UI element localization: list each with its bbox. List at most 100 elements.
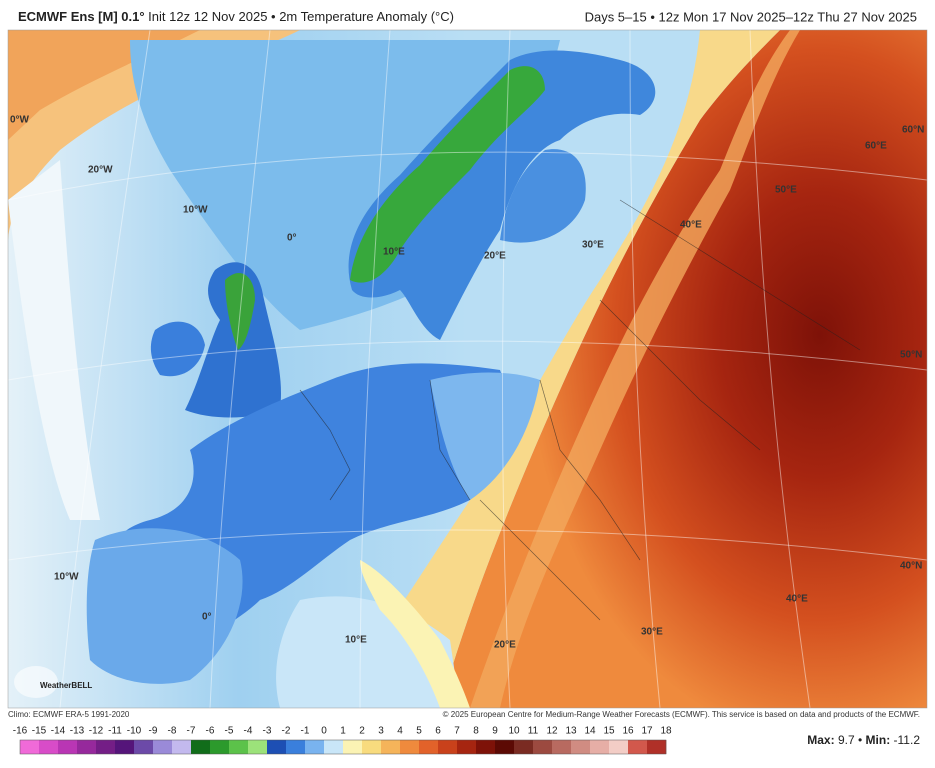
max-label: Max: xyxy=(807,733,834,747)
color-swatch xyxy=(495,740,515,754)
colorbar: -16 -15 -14 -13 -12 -11 -10 -9 -8 -7 -6 -5 -4 -3 -2 -1 0… xyxy=(13,726,672,755)
colorbar-tick-label: 18 xyxy=(660,726,672,737)
colorbar-tick-label: 13 xyxy=(565,726,577,737)
map-label: 30°E xyxy=(641,627,663,638)
color-swatch xyxy=(552,740,572,754)
colorbar-tick-label: 7 xyxy=(454,726,460,737)
min-label: Min: xyxy=(866,733,891,747)
colorbar-tick-label: 2 xyxy=(359,726,365,737)
colorbar-tick-label: 3 xyxy=(378,726,384,737)
color-swatch xyxy=(438,740,458,754)
transition-band xyxy=(330,30,780,708)
colorbar-tick-label: -10 xyxy=(127,726,142,737)
colorbar-tick-label: 1 xyxy=(340,726,346,737)
colorbar-tick-label: -14 xyxy=(51,726,66,737)
colorbar-tick-label: 11 xyxy=(528,726,539,737)
copyright: © 2025 European Centre for Medium-Range … xyxy=(443,710,920,719)
norway-mountains xyxy=(350,66,545,283)
model: ECMWF Ens [M] 0.1° xyxy=(18,9,145,24)
colorbar-tick-label: 0 xyxy=(321,726,327,737)
min-value: -11.2 xyxy=(894,733,921,747)
color-swatch xyxy=(115,740,135,754)
colorbar-tick-label: -3 xyxy=(263,726,272,737)
map: 0°W 20°W 10°W 0° 10°E 20°E 30°E 40°E 50°… xyxy=(8,30,927,708)
colorbar-tick-label: 4 xyxy=(397,726,403,737)
climo: Climo: ECMWF ERA-5 1991-2020 xyxy=(8,710,130,719)
map-label: 10°W xyxy=(183,205,208,216)
colorbar-tick-label: 10 xyxy=(508,726,520,737)
color-swatch xyxy=(343,740,363,754)
stats: Max: 9.7 • Min: -11.2 xyxy=(807,733,920,747)
colorbar-tick-label: 9 xyxy=(492,726,498,737)
colorbar-tick-label: 15 xyxy=(603,726,615,737)
colorbar-tick-label: -5 xyxy=(225,726,234,737)
map-label: 0°W xyxy=(10,115,30,126)
colorbar-tick-label: -16 xyxy=(13,726,28,737)
color-swatch xyxy=(153,740,173,754)
color-swatch xyxy=(191,740,211,754)
colorbar-tick-label: -4 xyxy=(244,726,253,737)
color-swatch xyxy=(628,740,648,754)
colorbar-tick-label: 5 xyxy=(416,726,422,737)
color-swatch xyxy=(514,740,534,754)
borders xyxy=(299,199,861,621)
orange-band xyxy=(470,30,800,708)
map-label: 10°E xyxy=(383,247,405,258)
map-label: 20°E xyxy=(484,251,506,262)
color-swatch xyxy=(96,740,116,754)
color-swatch xyxy=(533,740,553,754)
color-swatch xyxy=(39,740,59,754)
warm-east xyxy=(440,30,927,708)
color-swatch xyxy=(20,740,40,754)
color-swatch xyxy=(476,740,496,754)
watermark: WeatherBELL xyxy=(40,681,92,690)
color-swatch xyxy=(590,740,610,754)
colorbar-tick-label: -11 xyxy=(108,726,122,737)
map-label: 20°W xyxy=(88,165,113,176)
colorbar-tick-label: -9 xyxy=(149,726,158,737)
color-swatch xyxy=(362,740,382,754)
color-swatch xyxy=(286,740,306,754)
colorbar-tick-label: 16 xyxy=(622,726,634,737)
colorbar-tick-label: 17 xyxy=(641,726,653,737)
logo-swirl xyxy=(14,666,58,698)
map-label: 10°E xyxy=(345,635,367,646)
color-swatch xyxy=(400,740,420,754)
warm-corner-dark xyxy=(8,30,200,140)
color-swatch xyxy=(172,740,192,754)
finland xyxy=(500,149,586,243)
graticule xyxy=(8,30,927,708)
separator: • xyxy=(858,733,862,747)
uk-uplands xyxy=(225,272,255,350)
color-swatch xyxy=(229,740,249,754)
color-swatch xyxy=(77,740,97,754)
map-label: 60°E xyxy=(865,141,887,152)
init: Init 12z 12 Nov 2025 • 2m Temperature An… xyxy=(148,9,454,24)
color-swatch xyxy=(571,740,591,754)
colorbar-tick-label: -2 xyxy=(282,726,291,737)
color-swatch xyxy=(305,740,325,754)
great-britain xyxy=(185,262,281,418)
colorbar-tick-label: -6 xyxy=(206,726,215,737)
colorbar-tick-label: -15 xyxy=(32,726,47,737)
pale-band xyxy=(8,160,100,520)
map-label: 40°N xyxy=(900,561,922,572)
colorbar-tick-label: 8 xyxy=(473,726,479,737)
color-swatch xyxy=(58,740,78,754)
map-label: 40°E xyxy=(680,220,702,231)
map-label: 0° xyxy=(202,612,212,623)
title: ECMWF Ens [M] 0.1° Init 12z 12 Nov 2025 … xyxy=(18,9,454,24)
colorbar-frame xyxy=(19,739,667,755)
map-frame xyxy=(7,29,928,709)
colorbar-tick-label: 14 xyxy=(584,726,596,737)
colorbar-tick-label: -12 xyxy=(89,726,104,737)
ireland xyxy=(150,321,205,377)
color-swatch xyxy=(609,740,629,754)
color-swatch xyxy=(248,740,268,754)
color-swatch xyxy=(647,740,667,754)
period: Days 5–15 • 12z Mon 17 Nov 2025–12z Thu … xyxy=(585,9,917,24)
color-swatch xyxy=(381,740,401,754)
central-europe xyxy=(430,372,540,500)
